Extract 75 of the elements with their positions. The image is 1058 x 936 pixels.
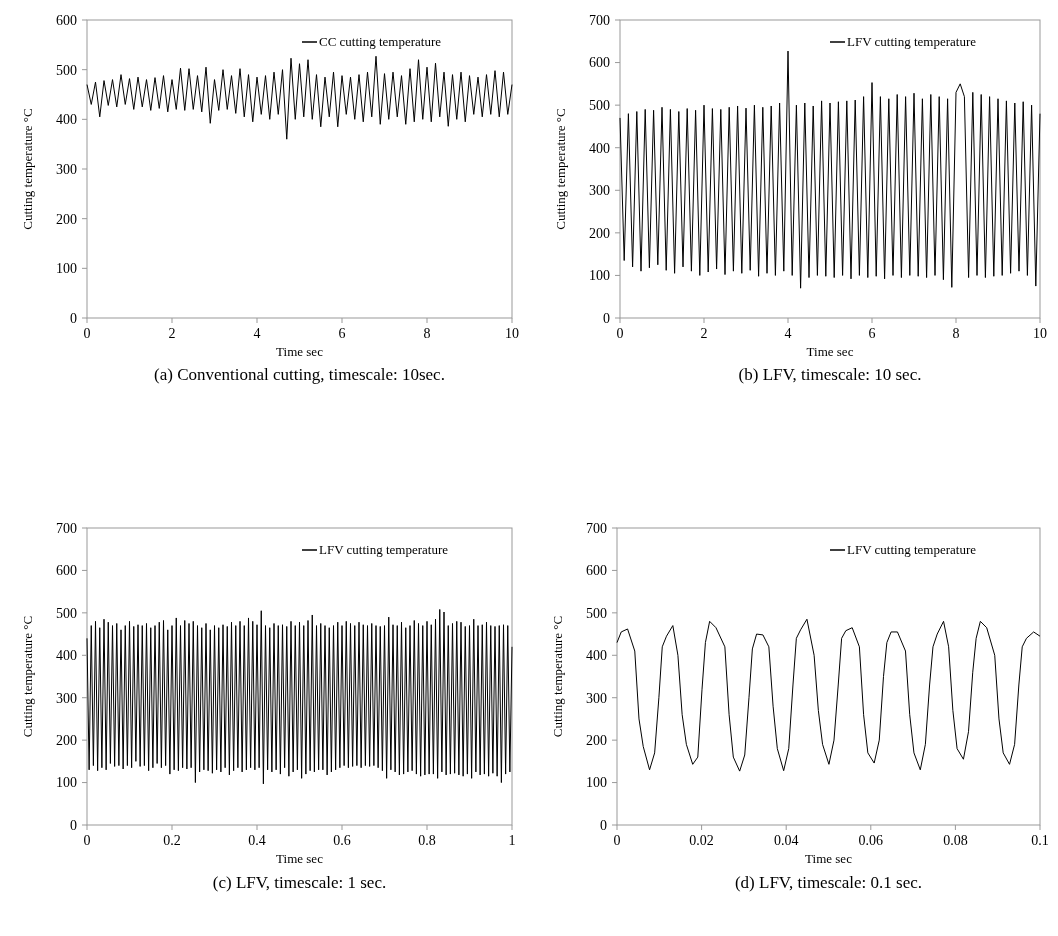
legend-label: LFV cutting temperature [319, 542, 449, 557]
y-tick-label: 200 [56, 733, 77, 749]
legend-label: LFV cutting temperature [847, 34, 977, 49]
y-tick-label: 100 [586, 775, 607, 791]
y-tick-label: 700 [586, 520, 607, 536]
y-tick-label: 100 [56, 261, 77, 277]
x-tick-label: 0 [616, 326, 624, 341]
line-series [616, 618, 1041, 772]
text: (c) LFV, timescale: 1 sec. [212, 873, 387, 892]
y-tick-label: 300 [589, 183, 610, 199]
x-tick-label: 0.02 [689, 833, 714, 848]
x-tick-label: 0.08 [943, 833, 968, 848]
y-tick-label: 300 [56, 690, 77, 706]
x-axis-title: Time sec [805, 851, 853, 866]
y-tick-label: 100 [589, 268, 610, 284]
x-tick-label: 8 [952, 326, 960, 341]
x-tick-label: 0 [83, 326, 91, 341]
x-tick-label: 0.06 [858, 833, 884, 848]
text: (b) LFV, timescale: 10 sec. [738, 365, 922, 384]
y-tick-label: 100 [56, 775, 77, 791]
y-axis-title: Cutting temperature °C [550, 615, 565, 738]
y-tick-label: 300 [586, 690, 607, 706]
y-tick-label: 300 [56, 161, 77, 177]
y-tick-label: 400 [589, 140, 610, 156]
y-tick-label: 600 [589, 55, 610, 71]
legend-label: CC cutting temperature [319, 34, 442, 49]
y-tick-label: 0 [70, 817, 77, 833]
line-series [619, 50, 1041, 289]
x-tick-label: 0 [613, 833, 621, 848]
x-axis-title: Time sec [276, 344, 324, 359]
y-axis-title: Cutting temperature °C [553, 108, 568, 230]
y-tick-label: 400 [586, 648, 607, 664]
x-tick-label: 0.8 [418, 833, 436, 848]
x-tick-label: 0.4 [248, 833, 266, 848]
y-tick-label: 500 [56, 605, 77, 621]
x-tick-label: 6 [868, 326, 876, 341]
line-series [86, 608, 513, 785]
x-tick-label: 2 [168, 326, 176, 341]
y-axis-title: Cutting temperature °C [20, 108, 35, 230]
text: (a) Conventional cutting, timescale: 10sec. [154, 365, 445, 384]
y-tick-label: 0 [70, 310, 77, 326]
x-tick-label: 1 [508, 833, 516, 848]
x-tick-label: 6 [338, 326, 346, 341]
x-tick-label: 2 [700, 326, 708, 341]
y-tick-label: 600 [56, 12, 77, 28]
y-tick-label: 700 [589, 12, 610, 28]
y-tick-label: 500 [589, 98, 610, 114]
y-tick-label: 0 [600, 817, 607, 833]
x-tick-label: 0.04 [773, 833, 799, 848]
x-tick-label: 0.1 [1031, 833, 1049, 848]
y-tick-label: 400 [56, 648, 77, 664]
x-tick-label: 10 [505, 326, 519, 341]
y-tick-label: 500 [586, 605, 607, 621]
x-tick-label: 4 [253, 326, 261, 341]
x-tick-label: 4 [784, 326, 792, 341]
x-axis-title: Time sec [806, 344, 854, 359]
y-tick-label: 200 [589, 225, 610, 241]
text: (d) LFV, timescale: 0.1 sec. [734, 873, 923, 892]
line-series [86, 55, 513, 140]
x-tick-label: 0.6 [333, 833, 351, 848]
y-tick-label: 200 [56, 211, 77, 227]
y-axis-title: Cutting temperature °C [20, 615, 35, 738]
x-tick-label: 0 [83, 833, 91, 848]
y-tick-label: 700 [56, 520, 77, 536]
y-tick-label: 600 [586, 563, 607, 579]
x-axis-title: Time sec [276, 851, 324, 866]
y-tick-label: 500 [56, 62, 77, 78]
y-tick-label: 400 [56, 112, 77, 128]
y-tick-label: 600 [56, 563, 77, 579]
x-tick-label: 10 [1033, 326, 1047, 341]
y-tick-label: 0 [603, 310, 610, 326]
y-tick-label: 200 [586, 733, 607, 749]
x-tick-label: 0.2 [163, 833, 181, 848]
x-tick-label: 8 [423, 326, 431, 341]
legend-label: LFV cutting temperature [847, 542, 977, 557]
